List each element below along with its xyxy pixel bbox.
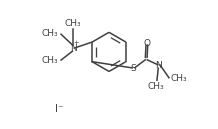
Text: +: + bbox=[73, 40, 78, 46]
Text: CH₃: CH₃ bbox=[41, 29, 58, 38]
Text: CH₃: CH₃ bbox=[65, 19, 81, 28]
Text: I⁻: I⁻ bbox=[55, 104, 63, 114]
Text: CH₃: CH₃ bbox=[147, 82, 164, 91]
Text: CH₃: CH₃ bbox=[170, 74, 187, 83]
Text: N: N bbox=[70, 44, 76, 53]
Text: O: O bbox=[143, 39, 150, 48]
Text: N: N bbox=[155, 61, 162, 70]
Text: S: S bbox=[131, 64, 136, 73]
Text: CH₃: CH₃ bbox=[41, 56, 58, 65]
